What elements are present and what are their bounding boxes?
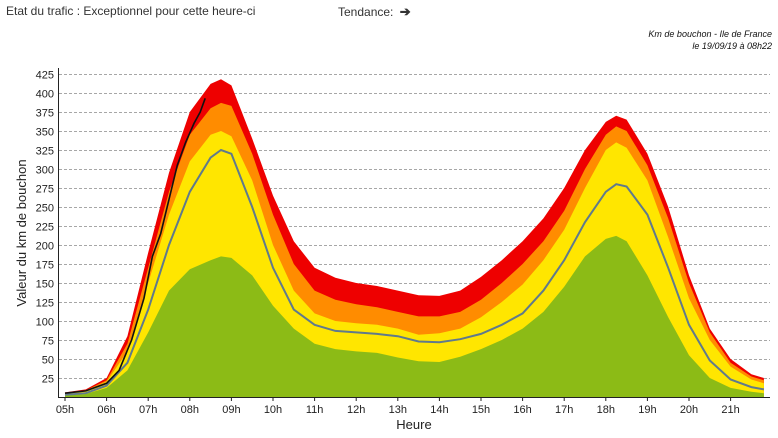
y-tick-label: 200 — [36, 241, 54, 253]
y-tick-label: 375 — [36, 108, 54, 120]
y-tick-label: 50 — [42, 355, 54, 367]
x-tick-label: 19h — [638, 404, 656, 416]
x-tick-label: 20h — [680, 404, 698, 416]
x-tick-label: 21h — [721, 404, 739, 416]
x-tick-label: 15h — [472, 404, 490, 416]
x-tick-label: 17h — [555, 404, 573, 416]
tick-labels: 25 50 75 100 125 150 175 200 225 250 275 300 325 350 3… — [36, 70, 740, 417]
x-tick-label: 12h — [347, 404, 365, 416]
x-axis-title: Heure — [396, 417, 431, 432]
y-tick-label: 150 — [36, 279, 54, 291]
y-tick-label: 175 — [36, 260, 54, 272]
y-tick-label: 25 — [42, 374, 54, 386]
y-tick-label: 75 — [42, 336, 54, 348]
x-tick-label: 06h — [97, 404, 115, 416]
x-tick-label: 18h — [597, 404, 615, 416]
y-tick-label: 300 — [36, 165, 54, 177]
traffic-status: Etat du trafic : Exceptionnel pour cette… — [6, 4, 255, 18]
low-area — [65, 235, 764, 397]
x-tick-label: 11h — [306, 404, 324, 416]
x-tick-label: 05h — [56, 404, 74, 416]
traffic-status-label: Etat du trafic : Exceptionnel pour cette… — [6, 4, 256, 18]
y-axis-title: Valeur du km de bouchon — [14, 159, 29, 306]
y-tick-label: 250 — [36, 203, 54, 215]
x-tick-label: 14h — [430, 404, 448, 416]
caption-line-2: le 19/09/19 à 08h22 — [692, 41, 772, 51]
x-tick-label: 16h — [513, 404, 531, 416]
chart-caption: Km de bouchon - Ile de France le 19/09/1… — [572, 28, 772, 52]
chart-lines — [64, 98, 765, 396]
y-tick-label: 400 — [36, 89, 54, 101]
chart-areas — [65, 79, 764, 398]
chart-axes — [58, 68, 770, 398]
x-tick-label: 09h — [222, 404, 240, 416]
y-tick-label: 325 — [36, 146, 54, 158]
trend-indicator: Tendance: ➔ — [338, 4, 411, 20]
x-tick-label: 08h — [181, 404, 199, 416]
arrow-right-icon: ➔ — [399, 4, 411, 19]
y-tick-label: 350 — [36, 127, 54, 139]
y-tick-label: 125 — [36, 298, 54, 310]
trend-label: Tendance: — [338, 5, 394, 19]
y-tick-label: 100 — [36, 317, 54, 329]
x-tick-label: 10h — [264, 404, 282, 416]
today-line — [64, 98, 206, 394]
y-tick-label: 275 — [36, 184, 54, 196]
x-tick-label: 07h — [139, 404, 157, 416]
x-tick-label: 13h — [389, 404, 407, 416]
caption-line-1: Km de bouchon - Ile de France — [648, 29, 772, 39]
y-tick-label: 425 — [36, 70, 54, 82]
average-line — [64, 148, 765, 396]
y-tick-label: 225 — [36, 222, 54, 234]
